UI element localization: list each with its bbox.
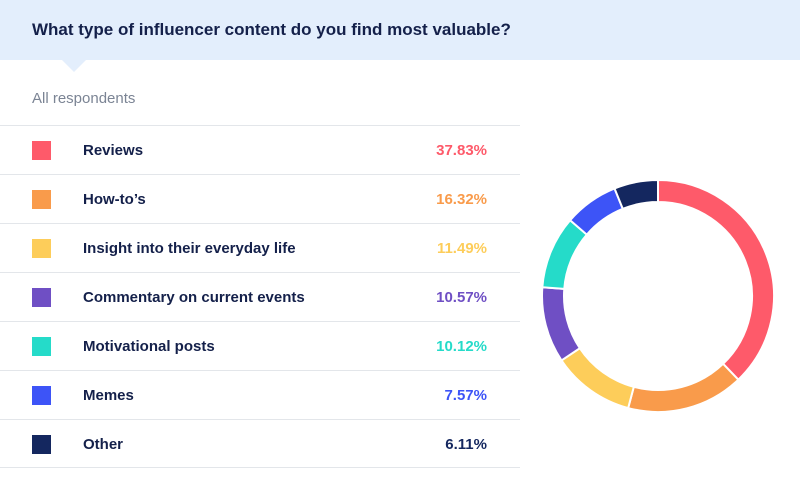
legend-row-memes: Memes 7.57% [0, 370, 520, 419]
header-pointer [62, 60, 86, 72]
legend-value-reviews: 37.83% [436, 142, 487, 159]
legend-swatch-other [32, 435, 51, 454]
legend-label-other: Other [83, 436, 124, 453]
legend: Reviews 37.83% How-to’s 16.32% Insight i… [0, 125, 520, 468]
legend-row-motivational: Motivational posts 10.12% [0, 321, 520, 370]
legend-value-how-tos: 16.32% [436, 191, 487, 208]
legend-value-motivational: 10.12% [436, 338, 487, 355]
donut-slice-how-to-s [626, 362, 740, 413]
donut-slice-commentary-on-current-events [541, 286, 582, 362]
legend-label-motivational: Motivational posts [83, 338, 215, 355]
legend-row-insight: Insight into their everyday life 11.49% [0, 223, 520, 272]
legend-value-memes: 7.57% [444, 387, 487, 404]
legend-swatch-commentary [32, 288, 51, 307]
legend-swatch-reviews [32, 141, 51, 160]
legend-swatch-insight [32, 239, 51, 258]
legend-row-commentary: Commentary on current events 10.57% [0, 272, 520, 321]
legend-label-insight: Insight into their everyday life [83, 240, 296, 257]
legend-label-commentary: Commentary on current events [83, 289, 305, 306]
donut-slice-reviews [657, 178, 775, 382]
donut-chart [541, 178, 775, 413]
legend-value-insight: 11.49% [436, 240, 487, 257]
legend-label-reviews: Reviews [83, 142, 144, 159]
legend-label-how-tos: How-to’s [83, 191, 146, 208]
legend-row-reviews: Reviews 37.83% [0, 125, 520, 174]
legend-swatch-how-tos [32, 190, 51, 209]
respondents-label: All respondents [32, 90, 136, 107]
legend-row-how-tos: How-to’s 16.32% [0, 174, 520, 223]
question-header: What type of influencer content do you f… [0, 0, 800, 60]
legend-row-other: Other 6.11% [0, 419, 520, 468]
donut-slice-motivational-posts [541, 218, 589, 290]
legend-value-commentary: 10.57% [436, 289, 487, 306]
legend-swatch-memes [32, 386, 51, 405]
donut-slice-other [613, 178, 659, 211]
donut-slice-insight-into-their-everyday-life [560, 346, 636, 410]
donut-slice-memes [568, 187, 625, 237]
legend-label-memes: Memes [83, 387, 134, 404]
legend-value-other: 6.11% [445, 436, 487, 453]
question-title: What type of influencer content do you f… [32, 20, 511, 39]
legend-swatch-motivational [32, 337, 51, 356]
